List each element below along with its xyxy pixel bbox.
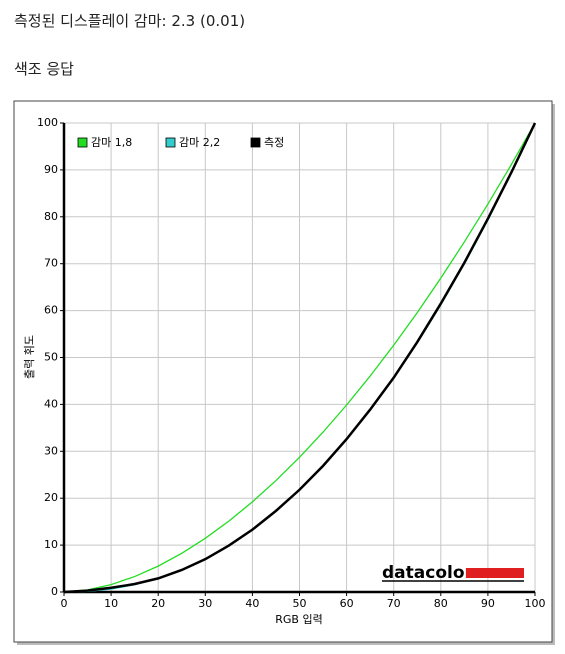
legend-label: 감마 1,8 bbox=[91, 136, 132, 149]
x-tick-label: 70 bbox=[387, 597, 401, 610]
y-tick-label: 70 bbox=[44, 257, 58, 270]
y-tick-label: 10 bbox=[44, 538, 58, 551]
y-tick-label: 50 bbox=[44, 351, 58, 364]
y-tick-label: 0 bbox=[51, 585, 58, 598]
x-tick-label: 10 bbox=[104, 597, 118, 610]
x-tick-label: 90 bbox=[481, 597, 495, 610]
x-tick-label: 20 bbox=[151, 597, 165, 610]
y-tick-label: 30 bbox=[44, 444, 58, 457]
x-axis-label: RGB 입력 bbox=[275, 613, 322, 626]
x-tick-label: 60 bbox=[340, 597, 354, 610]
y-tick-label: 60 bbox=[44, 304, 58, 317]
legend-swatch bbox=[250, 137, 261, 148]
y-axis-label: 출력 휘도 bbox=[23, 335, 36, 379]
x-tick-label: 100 bbox=[525, 597, 546, 610]
y-tick-label: 90 bbox=[44, 163, 58, 176]
x-tick-label: 40 bbox=[245, 597, 259, 610]
x-tick-label: 80 bbox=[434, 597, 448, 610]
x-tick-label: 0 bbox=[61, 597, 68, 610]
logo: datacolor bbox=[382, 563, 474, 583]
legend-label: 측정 bbox=[264, 136, 284, 149]
legend-swatch bbox=[77, 137, 88, 148]
legend-label: 감마 2,2 bbox=[179, 136, 220, 149]
series-line bbox=[63, 122, 536, 593]
series-line bbox=[63, 122, 537, 594]
frame bbox=[13, 100, 553, 643]
page-title: 측정된 디스플레이 감마: 2.3 (0.01) bbox=[14, 12, 246, 30]
logo-bar bbox=[466, 568, 524, 578]
y-tick-label: 40 bbox=[44, 397, 58, 410]
section-title: 색조 응답 bbox=[14, 60, 74, 78]
y-tick-label: 100 bbox=[37, 116, 58, 129]
y-tick-label: 80 bbox=[44, 210, 58, 223]
legend-swatch bbox=[165, 137, 176, 148]
x-tick-label: 50 bbox=[293, 597, 307, 610]
y-tick-label: 20 bbox=[44, 491, 58, 504]
x-tick-label: 30 bbox=[198, 597, 212, 610]
